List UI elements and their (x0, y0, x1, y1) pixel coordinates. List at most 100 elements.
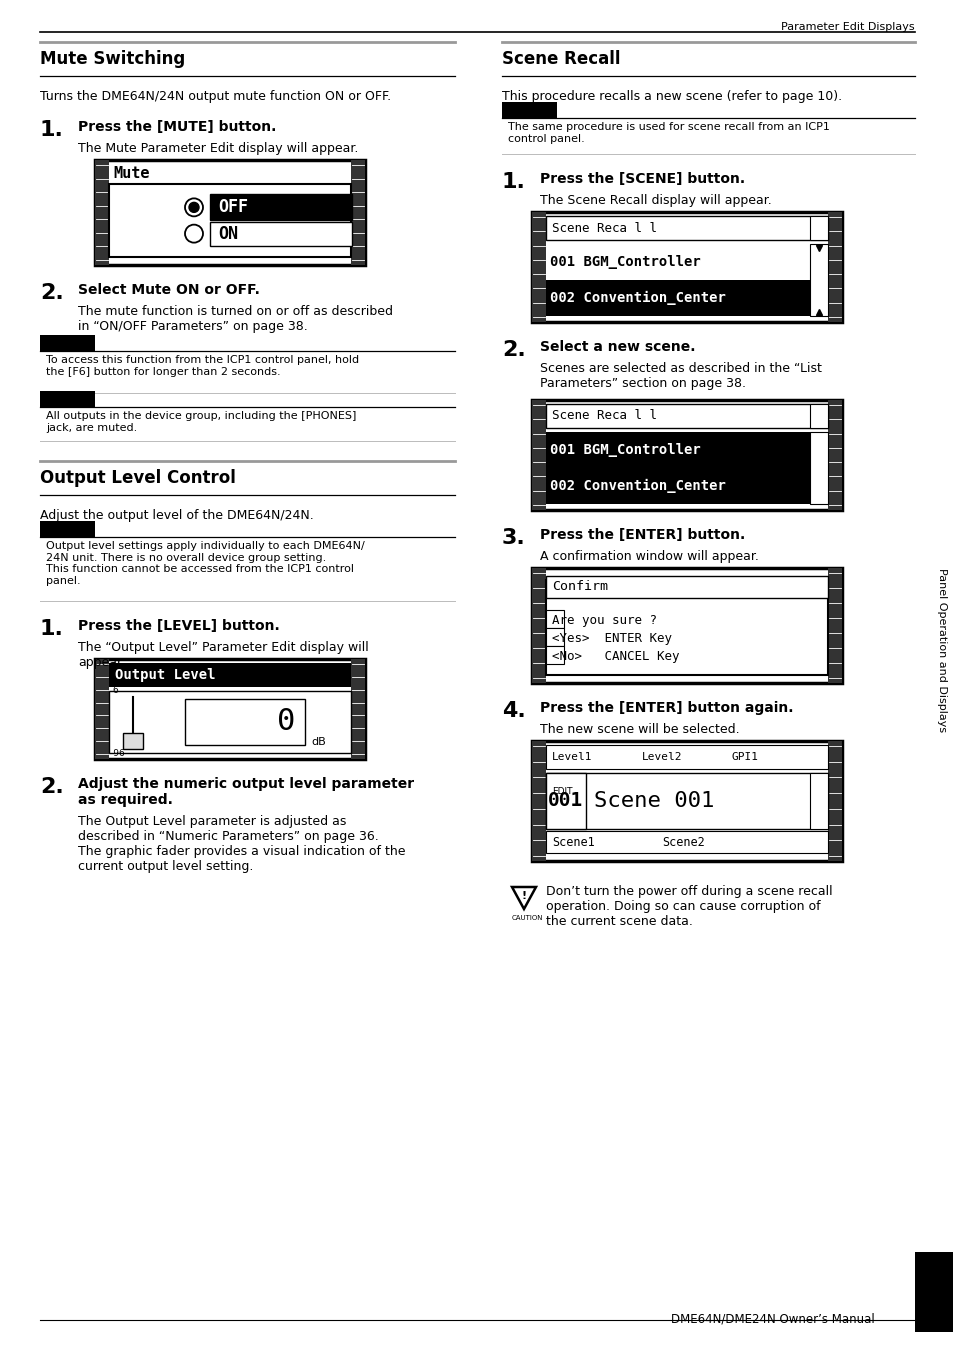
Text: 001 BGM_Controller: 001 BGM_Controller (550, 255, 700, 269)
Text: The Mute Parameter Edit display will appear.: The Mute Parameter Edit display will app… (78, 142, 358, 155)
Text: 39: 39 (923, 1281, 943, 1296)
Text: To access this function from the ICP1 control panel, hold
the [F6] button for lo: To access this function from the ICP1 co… (46, 355, 358, 377)
Bar (109, 691, 351, 753)
Text: 3.: 3. (501, 528, 525, 548)
Text: 1.: 1. (40, 620, 64, 639)
Text: Press the [ENTER] button again.: Press the [ENTER] button again. (539, 701, 793, 716)
Bar (95, 659, 365, 759)
Circle shape (185, 224, 203, 243)
Bar (545, 774, 827, 829)
Text: 6: 6 (112, 686, 117, 695)
Bar (501, 103, 557, 117)
Text: Press the [MUTE] button.: Press the [MUTE] button. (78, 120, 276, 134)
Text: 0: 0 (276, 707, 294, 737)
Text: NOTE: NOTE (52, 524, 84, 535)
Bar (95, 659, 109, 759)
Bar (545, 647, 563, 664)
Circle shape (189, 202, 199, 212)
Text: Output Level Control: Output Level Control (40, 468, 235, 487)
Bar (545, 468, 823, 504)
Bar (545, 580, 827, 675)
Bar (532, 400, 841, 510)
Text: Scenes are selected as described in the “List
Parameters” section on page 38.: Scenes are selected as described in the … (539, 362, 821, 390)
Text: dB: dB (311, 737, 325, 747)
Text: NOTE: NOTE (514, 105, 545, 115)
Bar (351, 659, 365, 759)
Text: NOTE: NOTE (52, 394, 84, 404)
Text: Adjust the output level of the DME64N/24N.: Adjust the output level of the DME64N/24… (40, 509, 314, 522)
Bar (809, 216, 827, 240)
Text: !: ! (521, 891, 526, 900)
Text: GPI1: GPI1 (731, 752, 759, 761)
Text: Adjust the numeric output level parameter
as required.: Adjust the numeric output level paramete… (78, 778, 414, 807)
Text: Scene2: Scene2 (661, 836, 704, 849)
Text: Scene 001: Scene 001 (594, 791, 714, 811)
Text: 001: 001 (548, 791, 583, 810)
Text: DME64N/DME24N Owner’s Manual: DME64N/DME24N Owner’s Manual (671, 1312, 874, 1324)
Text: Scene Reca l l: Scene Reca l l (552, 409, 657, 423)
Text: 001 BGM_Controller: 001 BGM_Controller (550, 443, 700, 458)
Bar (532, 568, 841, 683)
Text: Mute Switching: Mute Switching (40, 50, 185, 68)
Bar (809, 244, 827, 316)
Text: The “Output Level” Parameter Edit display will
appear.: The “Output Level” Parameter Edit displa… (78, 641, 369, 670)
Bar (545, 610, 563, 628)
Text: <Yes>  ENTER Key: <Yes> ENTER Key (552, 632, 671, 645)
Text: The Scene Recall display will appear.: The Scene Recall display will appear. (539, 194, 771, 207)
Text: Select Mute ON or OFF.: Select Mute ON or OFF. (78, 284, 259, 297)
Bar (545, 832, 827, 853)
Text: Scene Reca l l: Scene Reca l l (552, 221, 657, 235)
Bar (545, 216, 827, 240)
Text: 1.: 1. (40, 120, 64, 140)
Text: The same procedure is used for scene recall from an ICP1
control panel.: The same procedure is used for scene rec… (507, 122, 829, 143)
Bar (827, 741, 841, 861)
Bar (809, 432, 827, 504)
Text: EDIT: EDIT (552, 787, 572, 796)
Bar (109, 184, 351, 256)
Text: This procedure recalls a new scene (refer to page 10).: This procedure recalls a new scene (refe… (501, 90, 841, 103)
Text: ON: ON (218, 224, 237, 243)
Text: -96: -96 (111, 749, 126, 757)
Bar (532, 212, 545, 323)
Bar (40, 521, 95, 537)
Text: Output Level: Output Level (115, 668, 215, 682)
Bar (532, 741, 545, 861)
Bar (545, 576, 827, 598)
Bar (40, 335, 95, 351)
Bar (40, 392, 95, 406)
Text: The Output Level parameter is adjusted as
described in “Numeric Parameters” on p: The Output Level parameter is adjusted a… (78, 815, 405, 873)
Text: A confirmation window will appear.: A confirmation window will appear. (539, 549, 758, 563)
Text: <No>   CANCEL Key: <No> CANCEL Key (552, 649, 679, 663)
Bar (545, 432, 823, 468)
Text: The mute function is turned on or off as described
in “ON/OFF Parameters” on pag: The mute function is turned on or off as… (78, 305, 393, 333)
Text: Turns the DME64N/24N output mute function ON or OFF.: Turns the DME64N/24N output mute functio… (40, 90, 391, 103)
Bar (210, 194, 352, 220)
Bar (95, 161, 109, 265)
Text: OFF: OFF (218, 198, 248, 216)
Text: Press the [ENTER] button.: Press the [ENTER] button. (539, 528, 744, 541)
Bar (545, 244, 823, 279)
Bar (109, 663, 351, 687)
Text: 4.: 4. (501, 701, 525, 721)
Bar (532, 212, 841, 323)
Bar (532, 741, 841, 861)
Circle shape (185, 198, 203, 216)
Bar (351, 161, 365, 265)
Text: Scene Recall: Scene Recall (501, 50, 619, 68)
Text: Select a new scene.: Select a new scene. (539, 340, 695, 354)
Text: Are you sure ?: Are you sure ? (552, 614, 657, 626)
Bar (827, 212, 841, 323)
Bar (545, 279, 823, 316)
Bar (185, 699, 305, 745)
Ellipse shape (126, 221, 168, 235)
Text: Output level settings apply individually to each DME64N/
24N unit. There is no o: Output level settings apply individually… (46, 541, 364, 586)
Text: 002 Convention_Center: 002 Convention_Center (550, 290, 725, 305)
Text: Level2: Level2 (641, 752, 681, 761)
Text: The new scene will be selected.: The new scene will be selected. (539, 724, 739, 736)
Ellipse shape (128, 204, 166, 225)
Bar (809, 404, 827, 428)
Bar (123, 733, 143, 749)
Bar (827, 568, 841, 683)
Bar (545, 774, 585, 829)
Bar (210, 221, 352, 246)
